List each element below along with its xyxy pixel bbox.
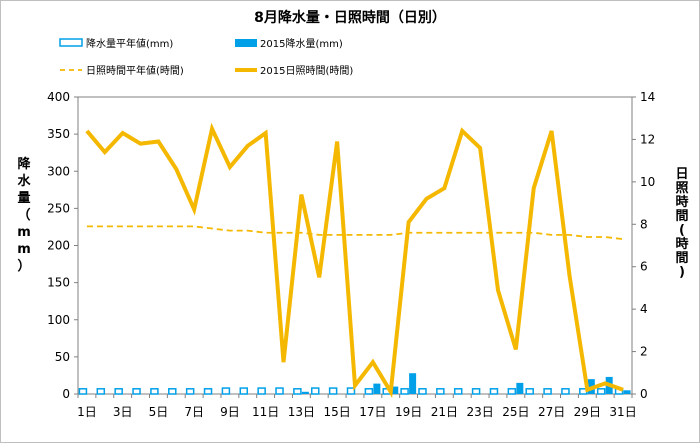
x-tick-label: 31日 [609,405,636,419]
bar-2015-precip [623,390,631,394]
x-tick-label: 25日 [502,405,529,419]
x-tick-label: 7日 [184,405,204,419]
bar-normal-precip [596,388,606,395]
axis-title-char: 間 [675,209,688,224]
legend-swatch-2015-precip [235,39,257,47]
y2-tick-label: 12 [640,132,655,146]
x-tick-label: 23日 [466,405,493,419]
bar-normal-precip [221,387,231,395]
bar-normal-precip [364,388,374,395]
y2-tick-label: 8 [640,217,648,231]
x-tick-label: 9日 [220,405,240,419]
bar-2015-precip [409,373,417,394]
bar-2015-precip [391,386,399,394]
bar-normal-precip [489,388,499,395]
bar-normal-precip [311,387,320,395]
axis-title-char: 日 [675,167,688,182]
chart-title: 8月降水量・日照時間（日別） [254,9,446,26]
x-tick-label: 15日 [323,405,350,419]
bar-normal-precip [346,387,356,395]
legend-label-normal-sunshine: 日照時間平年値(時間) [86,64,184,77]
y2-axis-title: 日照時間(時間) [675,167,688,280]
bar-normal-precip [275,387,284,395]
axis-title-char: （ [17,207,30,223]
y-tick-label: 300 [47,164,70,178]
bar-normal-precip [328,387,338,395]
bar-normal-precip [132,388,141,395]
y-axis-title: 降水量（mm） [17,156,31,274]
bar-normal-precip [96,388,106,395]
y-tick-label: 100 [47,313,70,327]
bar-normal-precip [150,388,159,395]
line-normal-sunshine [86,225,624,241]
bar-normal-precip [168,388,177,395]
bar-normal-precip [203,388,213,395]
legend-label-2015-sunshine: 2015日照時間(時間) [260,65,353,77]
x-tick-label: 21日 [431,405,458,419]
bar-normal-precip [293,388,302,395]
bar-normal-precip [78,388,88,395]
y-tick-label: 250 [47,201,70,215]
line-2015-sunshine [85,122,624,399]
y-tick-label: 50 [55,350,70,364]
axis-title-char: 間 [675,251,688,266]
axis-title-char: ( [679,223,685,238]
x-tick-label: 3日 [113,405,133,419]
bar-normal-precip [561,388,570,395]
axis-title-char: ) [679,265,685,280]
bar-normal-precip [543,388,552,395]
y-tick-label: 400 [47,90,70,104]
bar-2015-precip [373,383,381,394]
plot-area: 0 50 100 150 200 250 300 350 400 0 2 4 6 8 10 12 14 1日 3日 5… [47,90,655,419]
axis-title-char: 時 [675,194,688,210]
legend: 降水量平年値(mm) 2015降水量(mm) 日照時間平年値(時間) 2015日… [59,37,353,77]
axis-title-char: m [17,225,31,240]
x-tick-label: 13日 [288,405,315,419]
bar-normal-precip [185,388,195,395]
y2-tick-label: 2 [640,345,648,359]
bar-2015-precip [516,382,524,394]
axis-title-char: ） [17,258,30,274]
y-tick-label: 350 [47,127,70,141]
y2-tick-label: 0 [640,387,648,401]
axis-title-char: 水 [17,173,31,189]
axis-title-char: 時 [675,236,688,252]
bar-normal-precip [471,388,481,395]
axis-title-char: 降 [17,156,31,172]
x-tick-label: 29日 [574,405,601,419]
bar-normal-precip [507,388,517,395]
bar-2015-precip [301,391,309,394]
axis-title-char: m [17,242,31,257]
x-tick-label: 5日 [149,405,169,419]
y2-tick-label: 14 [640,90,655,104]
bar-normal-precip [239,387,249,395]
legend-swatch-normal-precip [59,38,83,47]
bar-normal-precip [436,388,445,395]
bar-normal-precip [400,388,409,395]
y2-tick-label: 6 [640,260,648,274]
bar-normal-precip [525,388,534,395]
bar-normal-precip [114,388,123,395]
y2-tick-label: 4 [640,302,648,316]
y2-tick-label: 10 [640,175,655,189]
bar-normal-precip [453,388,463,395]
axis-title-char: 照 [675,181,688,196]
y-tick-label: 150 [47,276,70,290]
x-tick-label: 27日 [538,405,565,419]
y-tick-label: 0 [62,387,70,401]
axis-title-char: 量 [17,191,30,206]
bar-normal-precip [418,388,427,395]
legend-label-normal-precip: 降水量平年値(mm) [86,37,173,50]
y-tick-label: 200 [47,239,70,253]
x-tick-label: 11日 [252,405,279,419]
x-tick-label: 1日 [77,405,97,419]
x-tick-label: 17日 [359,405,386,419]
legend-label-2015-precip: 2015降水量(mm) [260,37,343,50]
x-tick-label: 19日 [395,405,422,419]
bar-normal-precip [257,387,266,395]
